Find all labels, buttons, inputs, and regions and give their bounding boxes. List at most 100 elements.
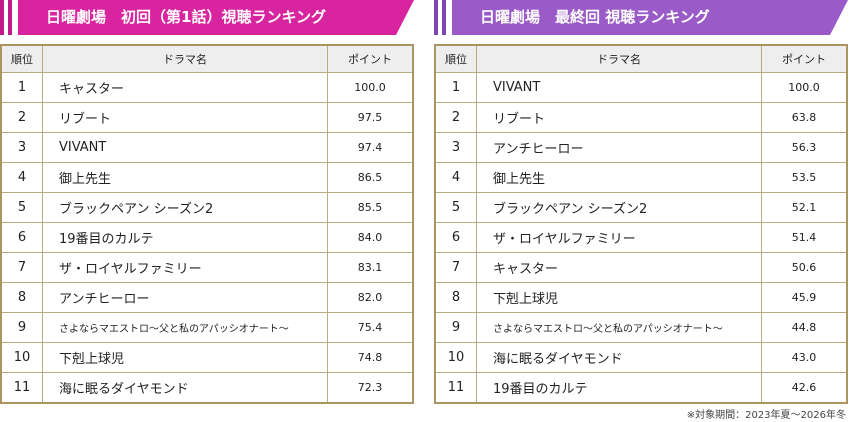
banner	[0, 0, 414, 35]
points: 100.0	[327, 72, 414, 103]
points: 86.5	[327, 162, 414, 193]
points: 44.8	[761, 312, 848, 343]
ranking-row: 10 海に眠るダイヤモンド 43.0	[434, 342, 848, 373]
drama-title: ブラックペアン シーズン2	[476, 192, 762, 223]
drama-title: リブート	[42, 102, 328, 133]
rank: 1	[434, 72, 477, 103]
rank: 7	[0, 252, 43, 283]
points: 56.3	[761, 132, 848, 163]
drama-title: 海に眠るダイヤモンド	[476, 342, 762, 373]
drama-title: ブラックペアン シーズン2	[42, 192, 328, 223]
ranking-row: 11 19番目のカルテ 42.6	[434, 372, 848, 404]
ranking-row: 9 さよならマエストロ〜父と私のアパッシオナート〜 75.4	[0, 312, 414, 343]
header-row: 順位 ドラマ名 ポイント	[0, 44, 414, 73]
rank: 5	[0, 192, 43, 223]
rank: 3	[0, 132, 43, 163]
column-header: ドラマ名	[42, 44, 328, 73]
ranking-row: 6 ザ・ロイヤルファミリー 51.4	[434, 222, 848, 253]
points: 63.8	[761, 102, 848, 133]
ranking-row: 2 リブート 97.5	[0, 102, 414, 133]
drama-title: キャスター	[476, 252, 762, 283]
rank: 8	[0, 282, 43, 313]
ranking-row: 3 VIVANT 97.4	[0, 132, 414, 163]
ranking-row: 2 リブート 63.8	[434, 102, 848, 133]
rank: 10	[434, 342, 477, 373]
points: 50.6	[761, 252, 848, 283]
ranking-row: 8 下剋上球児 45.9	[434, 282, 848, 313]
ranking-row: 1 VIVANT 100.0	[434, 72, 848, 103]
drama-title: ザ・ロイヤルファミリー	[42, 252, 328, 283]
drama-title: さよならマエストロ〜父と私のアパッシオナート〜	[42, 312, 328, 343]
ranking-row: 7 ザ・ロイヤルファミリー 83.1	[0, 252, 414, 283]
ranking-row: 7 キャスター 50.6	[434, 252, 848, 283]
drama-title: リブート	[476, 102, 762, 133]
ranking-row: 9 さよならマエストロ〜父と私のアパッシオナート〜 44.8	[434, 312, 848, 343]
points: 97.4	[327, 132, 414, 163]
drama-title: アンチヒーロー	[476, 132, 762, 163]
rank: 9	[0, 312, 43, 343]
points: 83.1	[327, 252, 414, 283]
points: 75.4	[327, 312, 414, 343]
drama-title: VIVANT	[42, 132, 328, 163]
rank: 2	[434, 102, 477, 133]
ranking-row: 4 御上先生 53.5	[434, 162, 848, 193]
column-header: ポイント	[327, 44, 414, 73]
ranking-panel: 日曜劇場 最終回 視聴ランキング 順位 ドラマ名 ポイント 1 VIVANT 100.0 2…	[434, 0, 848, 406]
drama-title: 下剋上球児	[476, 282, 762, 313]
ranking-row: 6 19番目のカルテ 84.0	[0, 222, 414, 253]
footnote: ※対象期間：2023年夏〜2026年冬	[686, 410, 846, 421]
ranking-row: 8 アンチヒーロー 82.0	[0, 282, 414, 313]
points: 53.5	[761, 162, 848, 193]
drama-title: VIVANT	[476, 72, 762, 103]
header-row: 順位 ドラマ名 ポイント	[434, 44, 848, 73]
rank: 6	[0, 222, 43, 253]
column-header: 順位	[434, 44, 477, 73]
panel-title: 日曜劇場 最終回 視聴ランキング	[480, 8, 710, 26]
ranking-panel: 日曜劇場 初回（第1話）視聴ランキング 順位 ドラマ名 ポイント 1 キャスター 100.…	[0, 0, 414, 406]
rank: 8	[434, 282, 477, 313]
rank: 5	[434, 192, 477, 223]
rank: 6	[434, 222, 477, 253]
points: 51.4	[761, 222, 848, 253]
rank: 3	[434, 132, 477, 163]
drama-title: 19番目のカルテ	[42, 222, 328, 253]
points: 43.0	[761, 342, 848, 373]
points: 42.6	[761, 372, 848, 404]
rank: 1	[0, 72, 43, 103]
rank: 4	[0, 162, 43, 193]
ranking-table: 順位 ドラマ名 ポイント 1 VIVANT 100.0 2 リブート 63.8 3 アンチヒーロー 5…	[434, 44, 848, 404]
banner	[434, 0, 848, 35]
ranking-row: 3 アンチヒーロー 56.3	[434, 132, 848, 163]
points: 74.8	[327, 342, 414, 373]
points: 82.0	[327, 282, 414, 313]
ranking-row: 4 御上先生 86.5	[0, 162, 414, 193]
drama-title: さよならマエストロ〜父と私のアパッシオナート〜	[476, 312, 762, 343]
ranking-row: 11 海に眠るダイヤモンド 72.3	[0, 372, 414, 404]
drama-title: 下剋上球児	[42, 342, 328, 373]
drama-title: 海に眠るダイヤモンド	[42, 372, 328, 404]
points: 97.5	[327, 102, 414, 133]
drama-title: 御上先生	[42, 162, 328, 193]
ranking-row: 5 ブラックペアン シーズン2 85.5	[0, 192, 414, 223]
column-header: 順位	[0, 44, 43, 73]
rank: 7	[434, 252, 477, 283]
drama-title: ザ・ロイヤルファミリー	[476, 222, 762, 253]
ranking-table: 順位 ドラマ名 ポイント 1 キャスター 100.0 2 リブート 97.5 3 VIVANT 97.…	[0, 44, 414, 404]
rank: 11	[0, 372, 43, 404]
points: 85.5	[327, 192, 414, 223]
rank: 2	[0, 102, 43, 133]
drama-title: アンチヒーロー	[42, 282, 328, 313]
drama-title: 19番目のカルテ	[476, 372, 762, 404]
drama-title: キャスター	[42, 72, 328, 103]
column-header: ポイント	[761, 44, 848, 73]
rank: 10	[0, 342, 43, 373]
points: 72.3	[327, 372, 414, 404]
rank: 11	[434, 372, 477, 404]
points: 100.0	[761, 72, 848, 103]
ranking-row: 1 キャスター 100.0	[0, 72, 414, 103]
points: 52.1	[761, 192, 848, 223]
rank: 4	[434, 162, 477, 193]
panel-title: 日曜劇場 初回（第1話）視聴ランキング	[46, 8, 326, 26]
rank: 9	[434, 312, 477, 343]
